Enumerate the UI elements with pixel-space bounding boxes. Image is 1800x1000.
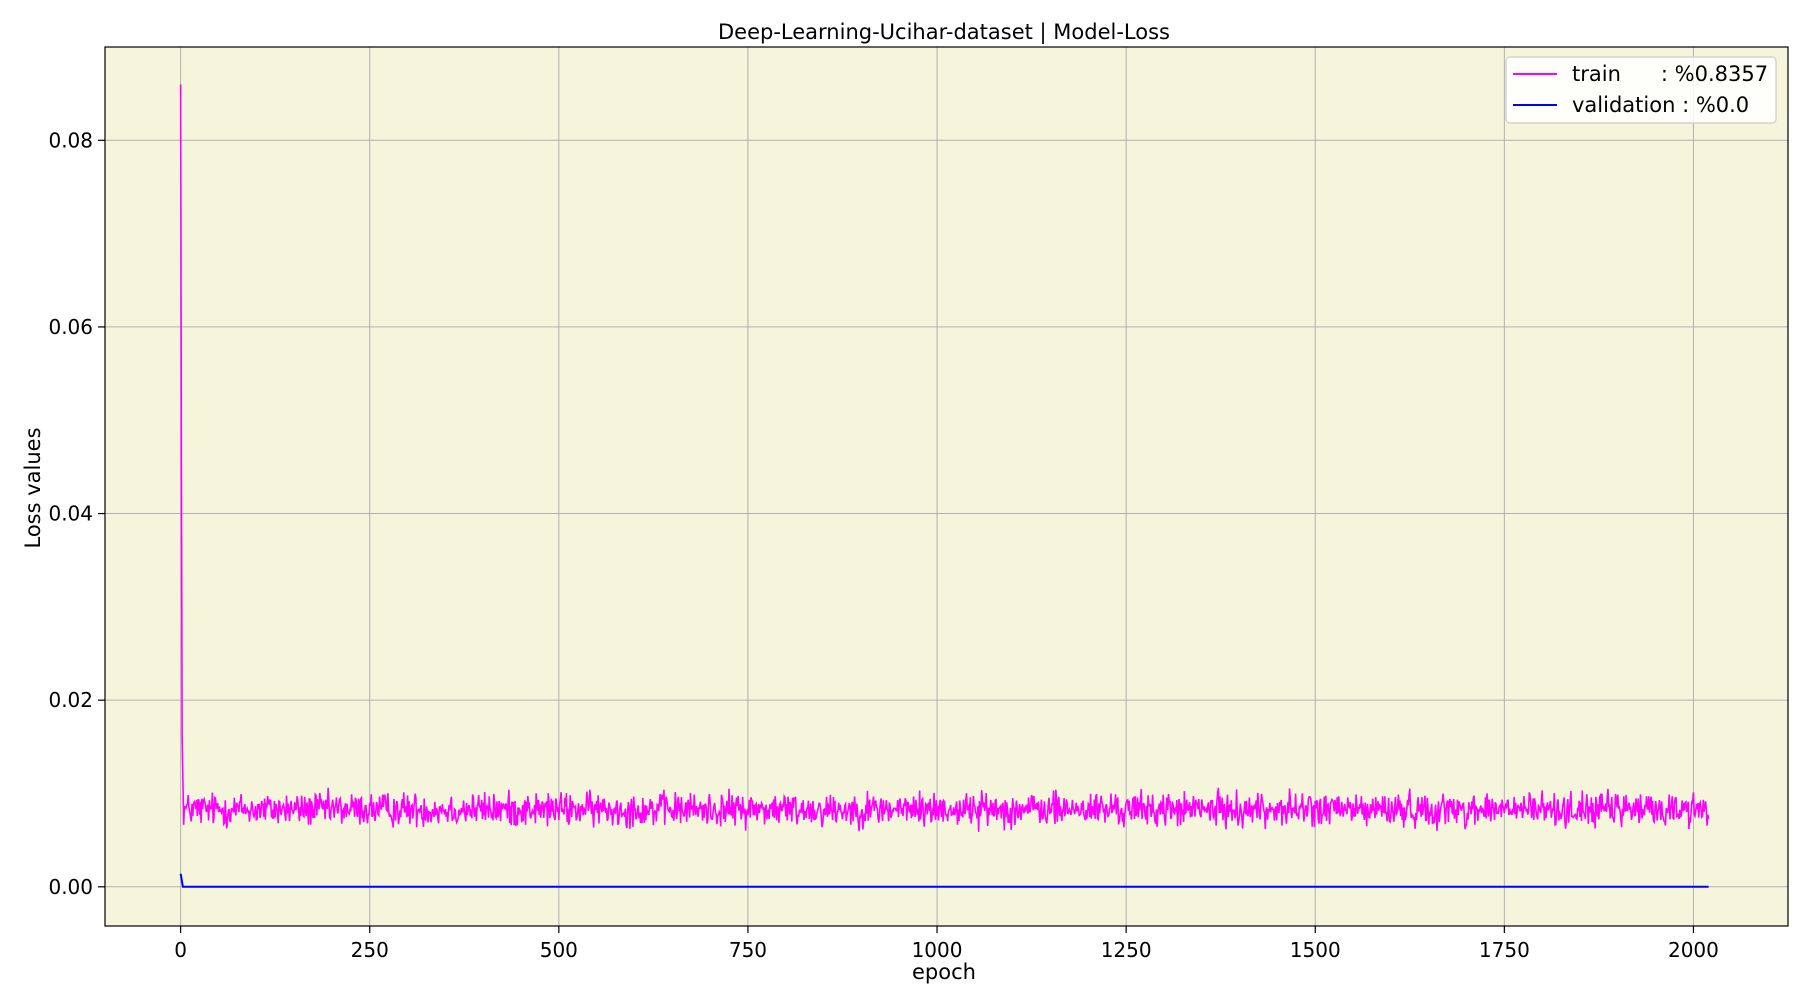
legend-label-train: train : %0.8357 [1572, 62, 1768, 86]
legend-label-validation: validation : %0.0 [1572, 93, 1749, 117]
x-tick-label: 1750 [1479, 938, 1530, 962]
y-tick-label: 0.06 [48, 315, 93, 339]
plot-area [105, 47, 1788, 926]
x-axis-title: epoch [912, 960, 976, 984]
x-tick-label: 750 [729, 938, 767, 962]
y-tick-label: 0.08 [48, 128, 93, 152]
x-tick-label: 500 [540, 938, 578, 962]
x-tick-label: 1000 [912, 938, 963, 962]
legend-box [1505, 56, 1777, 124]
x-tick-label: 0 [174, 938, 187, 962]
y-tick-label: 0.02 [48, 688, 93, 712]
x-tick-label: 2000 [1668, 938, 1719, 962]
x-tick-label: 1250 [1101, 938, 1152, 962]
x-tick-label: 1500 [1290, 938, 1341, 962]
y-axis-title: Loss values [21, 427, 45, 548]
legend: train : %0.8357 validation : %0.0 [1505, 56, 1777, 124]
validation-loss-line [179, 873, 1709, 888]
y-axis-ticks: 0.00 0.02 0.04 0.06 0.08 [48, 128, 105, 899]
series-lines [179, 84, 1710, 888]
train-loss-line [179, 84, 1710, 832]
y-tick-label: 0.04 [48, 502, 93, 526]
x-tick-label: 250 [351, 938, 389, 962]
plot-frame [104, 46, 1789, 927]
chart-title: Deep-Learning-Ucihar-dataset | Model-Los… [718, 20, 1170, 45]
x-axis-ticks: 0 250 500 750 1000 1250 1500 1750 2000 [174, 926, 1719, 962]
y-tick-label: 0.00 [48, 875, 93, 899]
